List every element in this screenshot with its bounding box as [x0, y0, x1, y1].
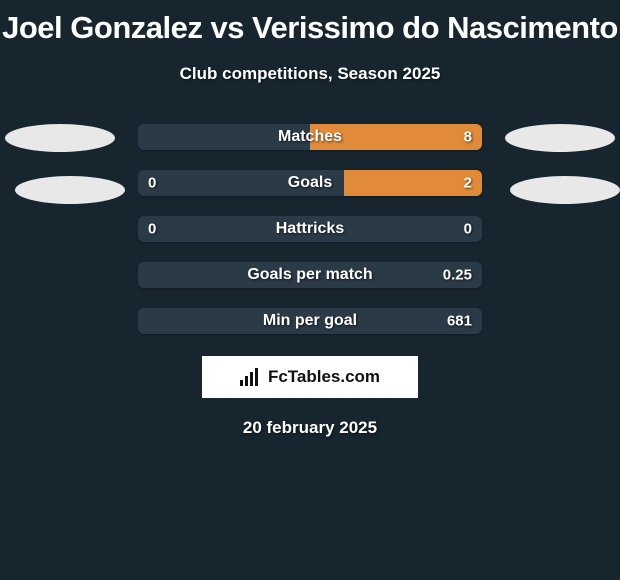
stat-value-right: 0.25 — [443, 267, 472, 284]
stat-row: Goals per match0.25 — [138, 262, 482, 288]
chart-icon — [240, 368, 262, 386]
stat-label: Hattricks — [138, 220, 482, 238]
stat-label: Goals — [138, 174, 482, 192]
stat-value-right: 0 — [464, 221, 472, 238]
stats-area: Matches8Goals02Hattricks00Goals per matc… — [0, 124, 620, 334]
stat-value-left: 0 — [148, 175, 156, 192]
stat-value-right: 8 — [464, 129, 472, 146]
date-text: 20 february 2025 — [0, 418, 620, 438]
player-avatar-right — [505, 124, 615, 152]
player-avatar-left — [15, 176, 125, 204]
branding-text: FcTables.com — [268, 367, 380, 387]
stat-value-right: 681 — [447, 313, 472, 330]
comparison-infographic: Joel Gonzalez vs Verissimo do Nascimento… — [0, 0, 620, 580]
player-avatar-left — [5, 124, 115, 152]
page-title: Joel Gonzalez vs Verissimo do Nascimento — [0, 0, 620, 46]
stat-row: Goals0 2 — [138, 170, 482, 196]
stat-value-right: 2 — [464, 175, 472, 192]
page-subtitle: Club competitions, Season 2025 — [0, 64, 620, 84]
stat-row: Matches8 — [138, 124, 482, 150]
stat-label: Goals per match — [138, 266, 482, 284]
stat-value-left: 0 — [148, 221, 156, 238]
stat-row: Hattricks0 0 — [138, 216, 482, 242]
player-avatar-right — [510, 176, 620, 204]
stat-label: Min per goal — [138, 312, 482, 330]
stat-label: Matches — [138, 128, 482, 146]
branding-badge: FcTables.com — [202, 356, 418, 398]
stat-row: Min per goal681 — [138, 308, 482, 334]
